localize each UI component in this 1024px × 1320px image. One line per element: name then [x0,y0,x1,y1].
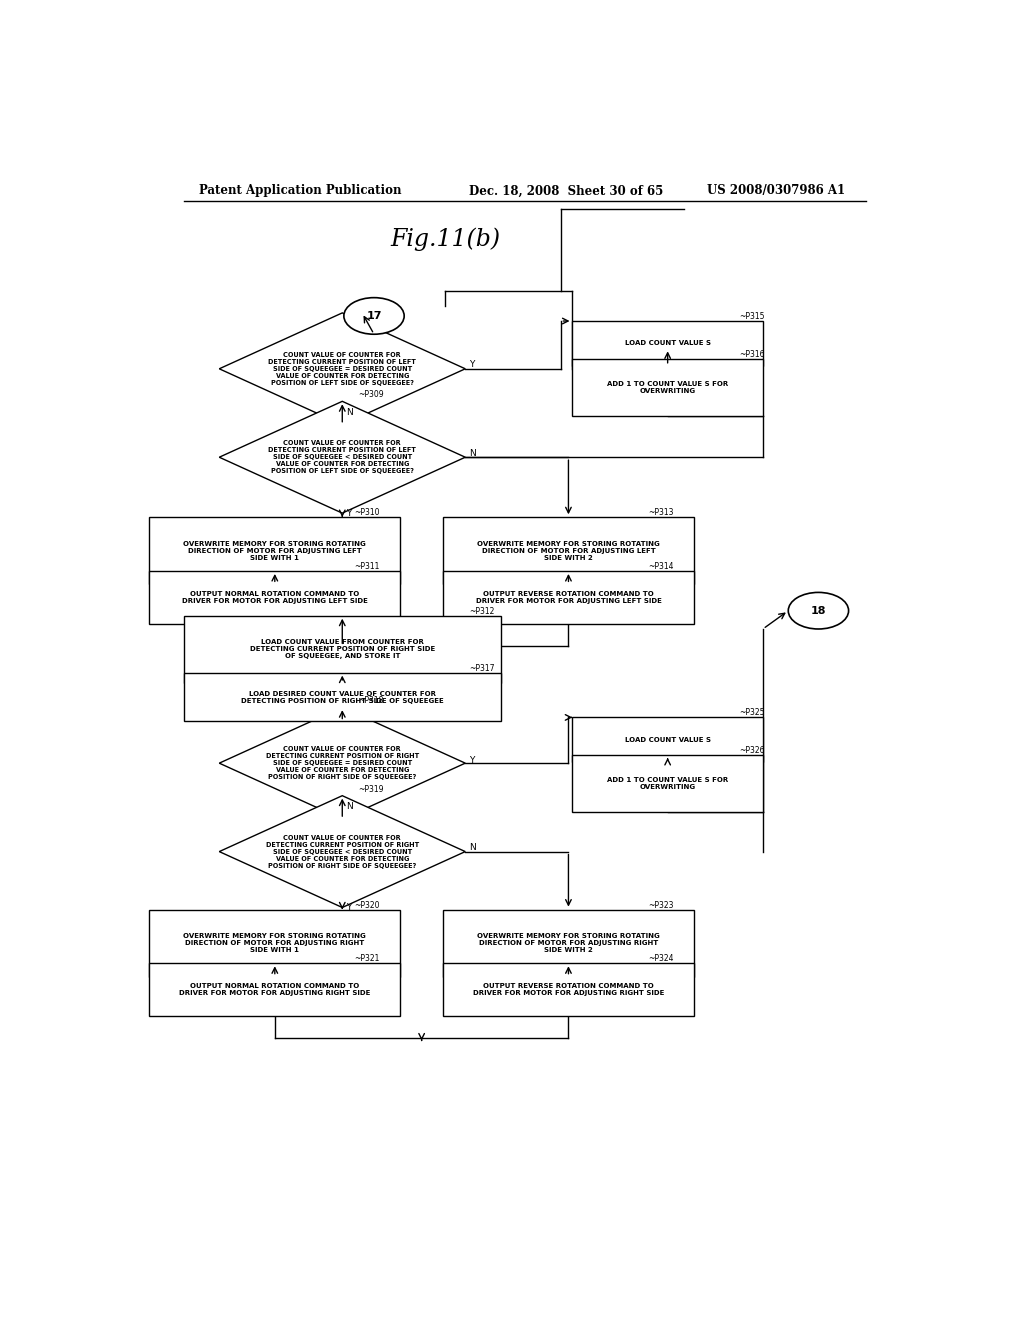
Text: ~P324: ~P324 [648,954,674,964]
Text: ~P317: ~P317 [469,664,495,673]
FancyBboxPatch shape [443,964,694,1016]
Text: Fig.11(b): Fig.11(b) [390,228,501,252]
FancyBboxPatch shape [183,673,501,722]
Polygon shape [219,313,465,425]
Text: Y: Y [346,508,351,517]
Text: OVERWRITE MEMORY FOR STORING ROTATING
DIRECTION OF MOTOR FOR ADJUSTING LEFT
SIDE: OVERWRITE MEMORY FOR STORING ROTATING DI… [477,541,659,561]
Ellipse shape [344,297,404,334]
Text: COUNT VALUE OF COUNTER FOR
DETECTING CURRENT POSITION OF LEFT
SIDE OF SQUEEGEE <: COUNT VALUE OF COUNTER FOR DETECTING CUR… [268,441,416,474]
Text: Y: Y [469,360,474,370]
FancyBboxPatch shape [443,572,694,624]
Text: 17: 17 [367,312,382,321]
Polygon shape [219,708,465,818]
Text: ~P308: ~P308 [358,302,384,312]
FancyBboxPatch shape [150,517,400,585]
Text: COUNT VALUE OF COUNTER FOR
DETECTING CURRENT POSITION OF LEFT
SIDE OF SQUEEGEE =: COUNT VALUE OF COUNTER FOR DETECTING CUR… [268,352,416,385]
Text: OVERWRITE MEMORY FOR STORING ROTATING
DIRECTION OF MOTOR FOR ADJUSTING RIGHT
SID: OVERWRITE MEMORY FOR STORING ROTATING DI… [183,933,367,953]
Text: ADD 1 TO COUNT VALUE S FOR
OVERWRITING: ADD 1 TO COUNT VALUE S FOR OVERWRITING [607,380,728,393]
Polygon shape [219,796,465,907]
Text: ~P311: ~P311 [354,562,380,572]
Text: ~P323: ~P323 [648,900,674,909]
Text: Y: Y [346,903,351,912]
Text: N: N [346,803,353,812]
FancyBboxPatch shape [150,964,400,1016]
FancyBboxPatch shape [150,909,400,977]
Text: US 2008/0307986 A1: US 2008/0307986 A1 [708,185,846,198]
FancyBboxPatch shape [572,321,763,366]
Text: 18: 18 [811,606,826,615]
Text: OUTPUT NORMAL ROTATION COMMAND TO
DRIVER FOR MOTOR FOR ADJUSTING LEFT SIDE: OUTPUT NORMAL ROTATION COMMAND TO DRIVER… [182,591,368,605]
Text: LOAD DESIRED COUNT VALUE OF COUNTER FOR
DETECTING POSITION OF RIGHT SIDE OF SQUE: LOAD DESIRED COUNT VALUE OF COUNTER FOR … [241,690,443,704]
Text: ~P325: ~P325 [739,709,765,718]
Text: ~P319: ~P319 [358,784,384,793]
Text: ~P313: ~P313 [648,508,674,517]
Text: LOAD COUNT VALUE S: LOAD COUNT VALUE S [625,737,711,743]
Ellipse shape [788,593,849,630]
Text: ~P309: ~P309 [358,391,384,399]
Text: ~P316: ~P316 [739,350,765,359]
Text: LOAD COUNT VALUE FROM COUNTER FOR
DETECTING CURRENT POSITION OF RIGHT SIDE
OF SQ: LOAD COUNT VALUE FROM COUNTER FOR DETECT… [250,639,435,659]
Text: OUTPUT NORMAL ROTATION COMMAND TO
DRIVER FOR MOTOR FOR ADJUSTING RIGHT SIDE: OUTPUT NORMAL ROTATION COMMAND TO DRIVER… [179,983,371,997]
FancyBboxPatch shape [572,359,763,416]
FancyBboxPatch shape [183,615,501,682]
Text: ~P310: ~P310 [354,508,380,517]
FancyBboxPatch shape [443,517,694,585]
Text: OUTPUT REVERSE ROTATION COMMAND TO
DRIVER FOR MOTOR FOR ADJUSTING RIGHT SIDE: OUTPUT REVERSE ROTATION COMMAND TO DRIVE… [473,983,665,997]
FancyBboxPatch shape [150,572,400,624]
FancyBboxPatch shape [572,718,763,762]
Text: ~P326: ~P326 [739,746,765,755]
Text: ~P321: ~P321 [354,954,380,964]
Polygon shape [219,401,465,513]
Text: ~P314: ~P314 [648,562,674,572]
Text: ~P312: ~P312 [469,607,495,615]
Text: ~P320: ~P320 [354,900,380,909]
Text: N: N [469,843,476,851]
Text: OVERWRITE MEMORY FOR STORING ROTATING
DIRECTION OF MOTOR FOR ADJUSTING RIGHT
SID: OVERWRITE MEMORY FOR STORING ROTATING DI… [477,933,659,953]
Text: OUTPUT REVERSE ROTATION COMMAND TO
DRIVER FOR MOTOR FOR ADJUSTING LEFT SIDE: OUTPUT REVERSE ROTATION COMMAND TO DRIVE… [475,591,662,605]
FancyBboxPatch shape [443,909,694,977]
Text: COUNT VALUE OF COUNTER FOR
DETECTING CURRENT POSITION OF RIGHT
SIDE OF SQUEEGEE : COUNT VALUE OF COUNTER FOR DETECTING CUR… [265,834,419,869]
Text: Dec. 18, 2008  Sheet 30 of 65: Dec. 18, 2008 Sheet 30 of 65 [469,185,664,198]
Text: ADD 1 TO COUNT VALUE S FOR
OVERWRITING: ADD 1 TO COUNT VALUE S FOR OVERWRITING [607,777,728,789]
Text: N: N [346,408,353,417]
Text: ~P315: ~P315 [739,312,765,321]
Text: Patent Application Publication: Patent Application Publication [200,185,402,198]
Text: N: N [469,449,476,458]
Text: COUNT VALUE OF COUNTER FOR
DETECTING CURRENT POSITION OF RIGHT
SIDE OF SQUEEGEE : COUNT VALUE OF COUNTER FOR DETECTING CUR… [265,746,419,780]
Text: ~P318: ~P318 [358,696,384,705]
Text: LOAD COUNT VALUE S: LOAD COUNT VALUE S [625,341,711,346]
Text: OVERWRITE MEMORY FOR STORING ROTATING
DIRECTION OF MOTOR FOR ADJUSTING LEFT
SIDE: OVERWRITE MEMORY FOR STORING ROTATING DI… [183,541,367,561]
Text: Y: Y [469,755,474,764]
FancyBboxPatch shape [572,755,763,812]
